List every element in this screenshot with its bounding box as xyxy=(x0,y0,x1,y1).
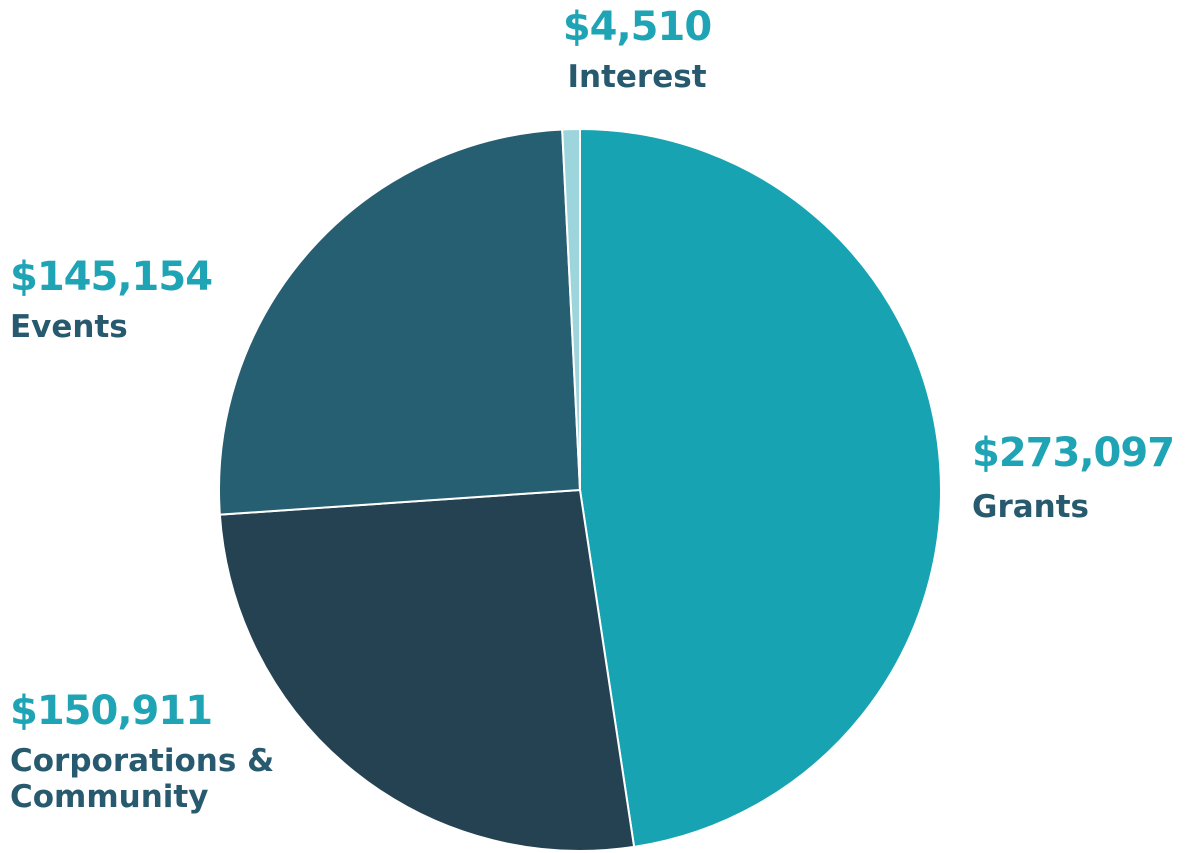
pie-slice xyxy=(218,488,636,852)
pie-slice xyxy=(561,127,581,491)
category-label: Interest xyxy=(567,59,707,95)
category-label: Events xyxy=(10,309,128,345)
value-label: $273,097 xyxy=(972,430,1175,476)
category-label: Corporations & Community xyxy=(10,743,275,815)
pie-slice xyxy=(218,128,582,516)
value-label: $145,154 xyxy=(10,254,213,300)
value-label: $150,911 xyxy=(10,688,213,734)
pie-slice xyxy=(579,127,942,849)
value-label: $4,510 xyxy=(562,4,712,50)
category-label: Grants xyxy=(972,489,1089,525)
